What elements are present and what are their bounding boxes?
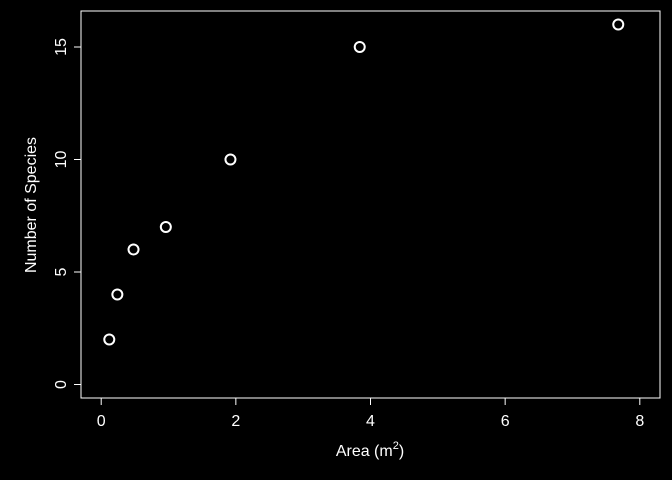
x-axis-title-close: ) bbox=[399, 443, 404, 460]
data-point bbox=[111, 288, 124, 301]
x-tick-label: 8 bbox=[635, 413, 644, 430]
y-tick-label: 0 bbox=[53, 380, 70, 389]
x-tick-label: 4 bbox=[366, 413, 375, 430]
y-tick-label: 10 bbox=[53, 151, 70, 169]
x-axis: 0 2 4 6 8 bbox=[97, 397, 644, 430]
y-tick-label: 5 bbox=[53, 267, 70, 276]
data-point bbox=[127, 243, 140, 256]
x-tick-label: 6 bbox=[501, 413, 510, 430]
x-axis-title-text: Area (m bbox=[336, 443, 393, 460]
x-axis-title: Area (m2) bbox=[336, 440, 404, 460]
data-point bbox=[353, 41, 366, 53]
x-axis-title-superscript: 2 bbox=[393, 440, 399, 452]
data-points bbox=[103, 18, 625, 346]
plot-frame bbox=[80, 10, 661, 399]
data-point bbox=[224, 153, 237, 166]
data-point bbox=[159, 221, 172, 233]
y-axis-title: Number of Species bbox=[23, 137, 40, 273]
x-tick-label: 2 bbox=[231, 413, 240, 430]
y-tick-label: 15 bbox=[53, 38, 70, 56]
x-tick-label: 0 bbox=[97, 413, 106, 430]
y-axis: 0 5 10 15 bbox=[53, 38, 82, 389]
data-point bbox=[612, 18, 625, 31]
data-point bbox=[103, 333, 116, 346]
